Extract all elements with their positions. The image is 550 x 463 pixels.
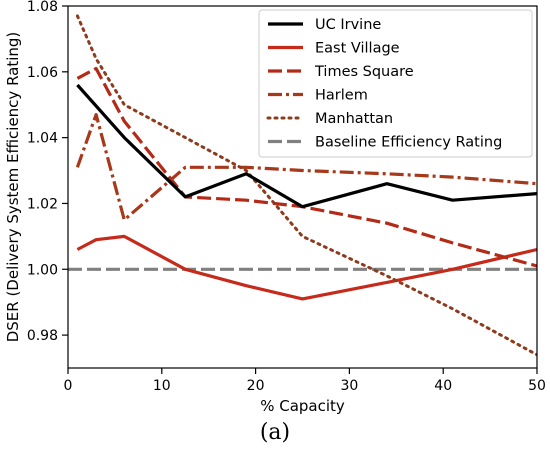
y-tick-label: 1.02 xyxy=(27,196,58,212)
legend-box xyxy=(258,9,533,158)
series-line-harlem xyxy=(75,112,537,222)
plot-frame xyxy=(67,5,538,369)
series-line-times-square xyxy=(76,66,537,268)
y-axis-label: DSER (Delivery System Efficiency Rating) xyxy=(4,32,22,343)
axes-layer: 0 10 20 30 40 50 0.98 1.00 1.02 1.04 1.06 1.08 xyxy=(27,0,546,394)
x-tick-label: 0 xyxy=(64,378,73,394)
y-tick-label: 1.06 xyxy=(27,65,58,81)
y-tick-label: 1.08 xyxy=(27,0,58,15)
x-tick-label: 40 xyxy=(434,378,452,394)
x-axis-label: % Capacity xyxy=(260,397,345,415)
legend-label: East Village xyxy=(315,41,400,57)
legend-label: Times Square xyxy=(314,64,414,80)
series-line-manhattan xyxy=(75,14,537,357)
legend-label: Harlem xyxy=(315,88,368,104)
x-tick-label: 10 xyxy=(153,378,171,394)
x-tick-label: 50 xyxy=(528,378,546,394)
series-line-uc-irvine xyxy=(76,83,537,209)
legend: UC Irvine East Village Times Square Harlem M… xyxy=(258,9,533,158)
y-tick-label: 1.00 xyxy=(27,262,58,278)
x-tick-label: 30 xyxy=(340,378,358,394)
legend-label: Manhattan xyxy=(315,111,393,127)
legend-label: UC Irvine xyxy=(315,17,381,33)
x-tick-label: 20 xyxy=(247,378,265,394)
y-tick-label: 1.04 xyxy=(27,131,58,147)
y-tick-label: 0.98 xyxy=(27,328,58,344)
series-line-east-village xyxy=(76,234,537,301)
figure-caption: (a) xyxy=(259,420,291,445)
legend-label: Baseline Efficiency Rating xyxy=(315,135,502,151)
series-layer xyxy=(68,14,537,357)
line-chart: 0 10 20 30 40 50 0.98 1.00 1.02 1.04 1.06 1.08 % Ca… xyxy=(4,0,546,415)
